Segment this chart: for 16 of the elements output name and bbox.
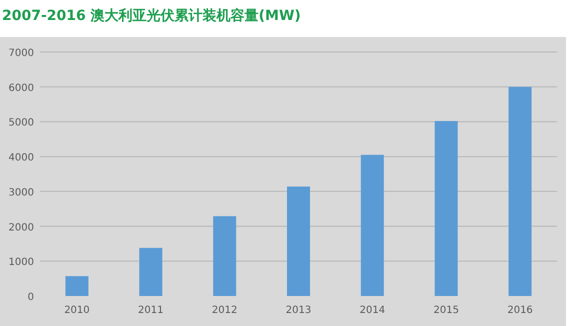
x-tick-label: 2010 — [64, 305, 90, 316]
y-tick-label: 0 — [28, 292, 34, 303]
y-tick-label: 6000 — [8, 82, 34, 94]
y-tick-label: 4000 — [8, 152, 34, 164]
x-tick-label: 2014 — [360, 305, 386, 316]
chart-title: 2007-2016 澳大利亚光伏累计装机容量(MW) — [2, 7, 301, 24]
x-tick-label: 2012 — [212, 305, 238, 316]
x-tick-label: 2011 — [138, 305, 164, 316]
y-tick-label: 2000 — [8, 222, 34, 234]
y-tick-label: 5000 — [8, 118, 34, 129]
x-tick-label: 2013 — [286, 305, 312, 316]
y-tick-label: 3000 — [8, 187, 34, 198]
y-tick-label: 7000 — [8, 48, 34, 59]
x-tick-label: 2016 — [507, 305, 533, 316]
x-tick-label: 2015 — [433, 305, 459, 316]
y-tick-label: 1000 — [8, 257, 34, 268]
